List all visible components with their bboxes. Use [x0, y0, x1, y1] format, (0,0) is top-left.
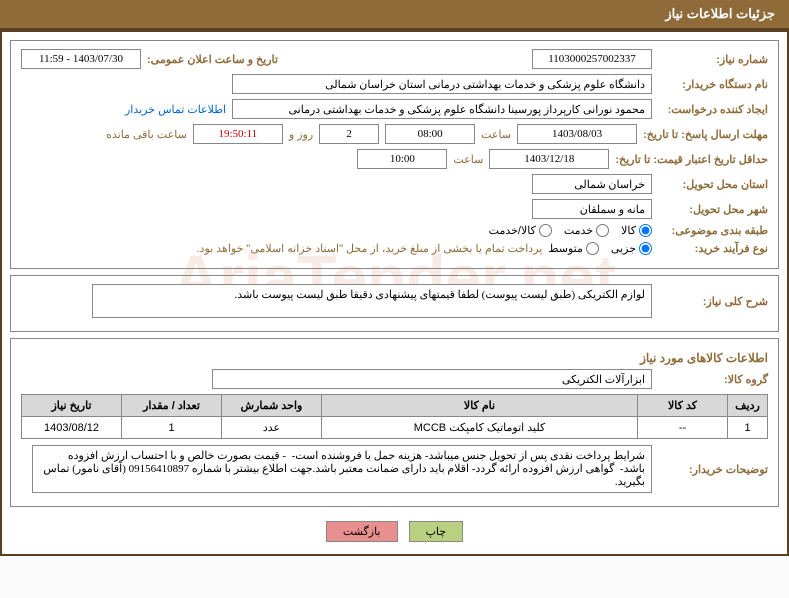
- goods-box: اطلاعات کالاهای مورد نیاز گروه کالا: ردی…: [10, 338, 779, 507]
- cell-code: --: [638, 417, 728, 439]
- input-city[interactable]: [532, 199, 652, 219]
- row-requester: ایجاد کننده درخواست: اطلاعات تماس خریدار: [21, 99, 768, 119]
- input-deadline-date[interactable]: [517, 124, 637, 144]
- label-deadline: مهلت ارسال پاسخ: تا تاریخ:: [643, 128, 768, 141]
- button-row: چاپ بازگشت: [10, 513, 779, 546]
- label-province: استان محل تحویل:: [658, 178, 768, 191]
- input-group[interactable]: [212, 369, 652, 389]
- description-box: شرح کلی نیاز:: [10, 275, 779, 332]
- input-need-no[interactable]: [532, 49, 652, 69]
- radio-partial[interactable]: جزیی: [611, 242, 652, 255]
- row-process: نوع فرآیند خرید: جزیی متوسط پرداخت تمام …: [21, 242, 768, 255]
- label-category: طبقه بندی موضوعی:: [658, 224, 768, 237]
- label-city: شهر محل تحویل:: [658, 203, 768, 216]
- input-countdown[interactable]: [193, 124, 283, 144]
- row-group: گروه کالا:: [21, 369, 768, 389]
- row-buyer: نام دستگاه خریدار:: [21, 74, 768, 94]
- label-days: روز و: [289, 128, 313, 141]
- goods-section-title: اطلاعات کالاهای مورد نیاز: [21, 347, 768, 369]
- main-frame: AriaTender.net شماره نیاز: تاریخ و ساعت …: [0, 30, 789, 556]
- radio-medium[interactable]: متوسط: [548, 242, 599, 255]
- label-time2: ساعت: [453, 153, 483, 166]
- input-buyer[interactable]: [232, 74, 652, 94]
- label-buyer: نام دستگاه خریدار:: [658, 78, 768, 91]
- row-need-number: شماره نیاز: تاریخ و ساعت اعلان عمومی:: [21, 49, 768, 69]
- row-city: شهر محل تحویل:: [21, 199, 768, 219]
- label-buyer-notes: توضیحات خریدار:: [658, 463, 768, 476]
- print-button[interactable]: چاپ: [409, 521, 464, 542]
- row-province: استان محل تحویل:: [21, 174, 768, 194]
- category-radios: کالا خدمت کالا/خدمت: [489, 224, 652, 237]
- goods-table: ردیف کد کالا نام کالا واحد شمارش تعداد /…: [21, 394, 768, 439]
- textarea-overall[interactable]: [92, 284, 652, 318]
- cell-row: 1: [728, 417, 768, 439]
- process-note: پرداخت تمام یا بخشی از مبلغ خرید، از محل…: [197, 242, 543, 255]
- th-code: کد کالا: [638, 395, 728, 417]
- label-group: گروه کالا:: [658, 373, 768, 386]
- th-row: ردیف: [728, 395, 768, 417]
- table-row: 1 -- کلید اتوماتیک کامپکت MCCB عدد 1 140…: [22, 417, 768, 439]
- row-category: طبقه بندی موضوعی: کالا خدمت کالا/خدمت: [21, 224, 768, 237]
- input-days[interactable]: [319, 124, 379, 144]
- input-announce[interactable]: [21, 49, 141, 69]
- page-header: جزئیات اطلاعات نیاز: [0, 0, 789, 30]
- th-unit: واحد شمارش: [222, 395, 322, 417]
- page-title: جزئیات اطلاعات نیاز: [665, 6, 775, 21]
- label-need-no: شماره نیاز:: [658, 53, 768, 66]
- row-deadline: مهلت ارسال پاسخ: تا تاریخ: ساعت روز و سا…: [21, 124, 768, 144]
- radio-goods[interactable]: کالا: [621, 224, 652, 237]
- cell-name: کلید اتوماتیک کامپکت MCCB: [322, 417, 638, 439]
- textarea-buyer-notes[interactable]: [32, 445, 652, 493]
- input-requester[interactable]: [232, 99, 652, 119]
- radio-service[interactable]: خدمت: [564, 224, 609, 237]
- process-radios: جزیی متوسط: [548, 242, 652, 255]
- info-box: شماره نیاز: تاریخ و ساعت اعلان عمومی: نا…: [10, 40, 779, 269]
- input-deadline-time[interactable]: [385, 124, 475, 144]
- cell-unit: عدد: [222, 417, 322, 439]
- input-validity-time[interactable]: [357, 149, 447, 169]
- input-validity-date[interactable]: [489, 149, 609, 169]
- th-qty: تعداد / مقدار: [122, 395, 222, 417]
- back-button[interactable]: بازگشت: [326, 521, 398, 542]
- label-time1: ساعت: [481, 128, 511, 141]
- label-process: نوع فرآیند خرید:: [658, 242, 768, 255]
- input-province[interactable]: [532, 174, 652, 194]
- label-overall: شرح کلی نیاز:: [658, 295, 768, 308]
- link-buyer-contact[interactable]: اطلاعات تماس خریدار: [125, 103, 226, 116]
- row-overall: شرح کلی نیاز:: [21, 284, 768, 318]
- label-announce: تاریخ و ساعت اعلان عمومی:: [147, 53, 278, 66]
- th-name: نام کالا: [322, 395, 638, 417]
- th-date: تاریخ نیاز: [22, 395, 122, 417]
- label-requester: ایجاد کننده درخواست:: [658, 103, 768, 116]
- row-buyer-notes: توضیحات خریدار:: [21, 445, 768, 493]
- table-header-row: ردیف کد کالا نام کالا واحد شمارش تعداد /…: [22, 395, 768, 417]
- label-remaining: ساعت باقی مانده: [106, 128, 187, 141]
- cell-qty: 1: [122, 417, 222, 439]
- cell-date: 1403/08/12: [22, 417, 122, 439]
- label-validity: حداقل تاریخ اعتبار قیمت: تا تاریخ:: [615, 153, 768, 166]
- radio-both[interactable]: کالا/خدمت: [489, 224, 552, 237]
- row-validity: حداقل تاریخ اعتبار قیمت: تا تاریخ: ساعت: [21, 149, 768, 169]
